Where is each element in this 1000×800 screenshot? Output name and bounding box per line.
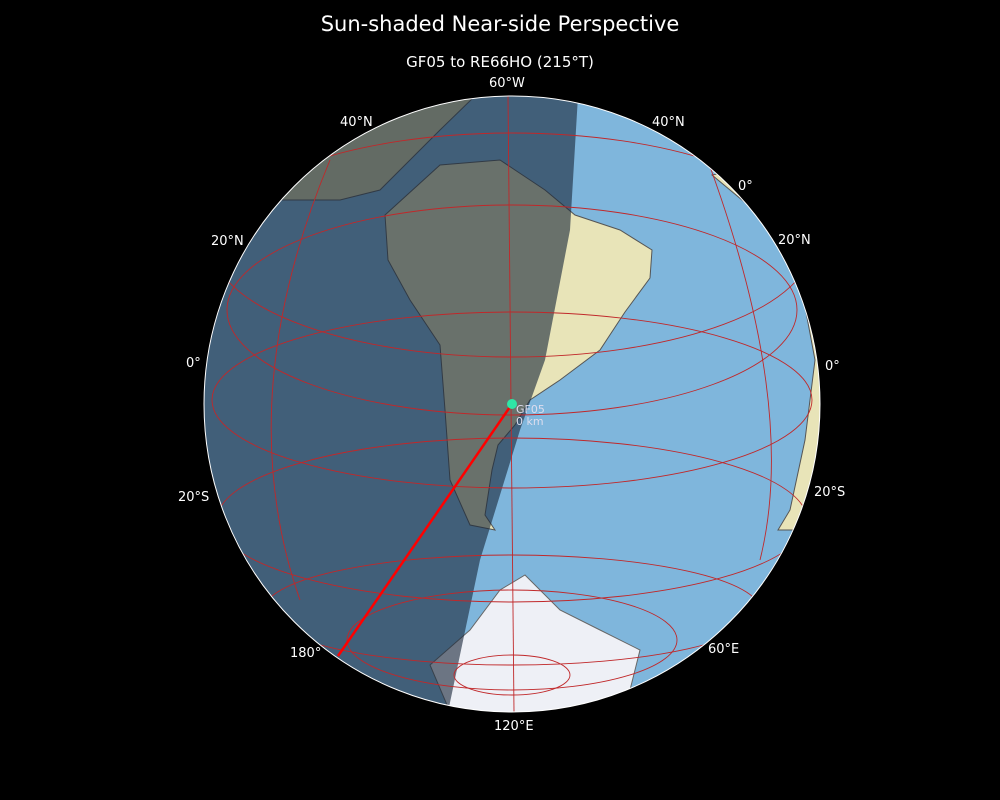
graticule [211, 96, 813, 712]
marker-distance: 0 km [516, 415, 544, 428]
globe-outline [203, 95, 821, 713]
map-subtitle: GF05 to RE66HO (215°T) [406, 53, 594, 71]
label-180: 180° [290, 646, 321, 661]
label-60w: 60°W [489, 76, 525, 91]
label-20n-left: 20°N [211, 234, 244, 249]
label-60e: 60°E [708, 642, 739, 657]
label-120e: 120°E [494, 719, 534, 734]
parallel-20n [226, 204, 798, 416]
label-eq-left: 0° [186, 356, 201, 371]
label-20s-left: 20°S [178, 490, 209, 505]
marker-label: GF05 [516, 403, 545, 416]
parallel-60s [346, 589, 678, 691]
gf05-marker[interactable] [507, 399, 517, 409]
meridian-120w [270, 159, 331, 601]
label-20n-right: 20°N [778, 233, 811, 248]
label-40n-left: 40°N [340, 115, 373, 130]
night-shading [204, 96, 578, 712]
map-title: Sun-shaded Near-side Perspective [320, 12, 680, 36]
label-0-right-top: 0° [738, 179, 753, 194]
label-20s-right: 20°S [814, 485, 845, 500]
meridian-0 [699, 139, 772, 561]
label-eq-right: 0° [825, 359, 840, 374]
parallel-80s [453, 654, 571, 696]
label-40n-right: 40°N [652, 115, 685, 130]
great-circle-path [336, 403, 514, 657]
